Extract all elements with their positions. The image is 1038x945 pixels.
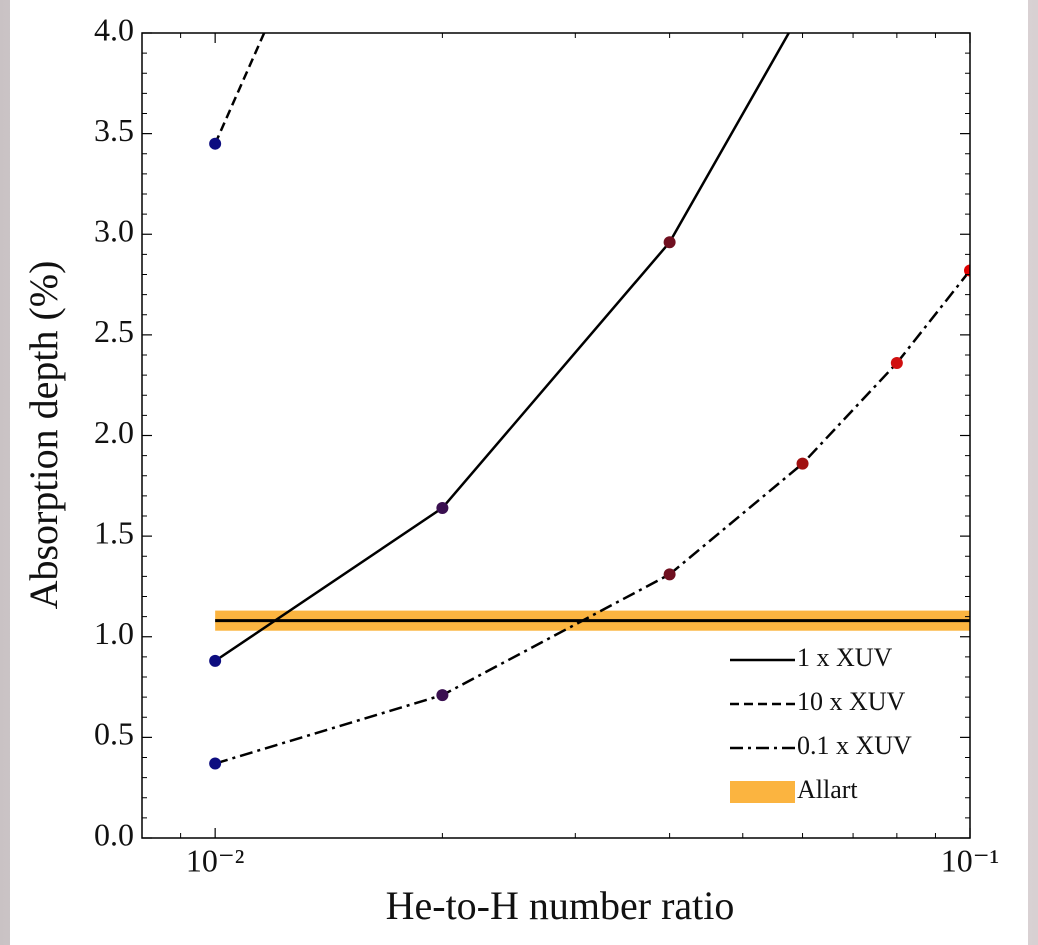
plot-area xyxy=(209,33,970,770)
legend-swatch xyxy=(730,781,795,803)
marker xyxy=(209,757,222,770)
marker xyxy=(436,689,449,702)
marker xyxy=(663,236,676,249)
marker xyxy=(796,457,809,470)
y-tick-label: 3.0 xyxy=(94,213,134,249)
y-tick-label: 4.0 xyxy=(94,11,134,47)
y-tick-label: 3.5 xyxy=(94,112,134,148)
marker xyxy=(964,264,970,277)
x-tick-label: 10⁻¹ xyxy=(941,842,999,878)
marker xyxy=(209,137,222,150)
legend-label: 1 x XUV xyxy=(797,643,893,672)
y-tick-label: 1.5 xyxy=(94,514,134,550)
y-tick-label: 1.0 xyxy=(94,615,134,651)
legend-label: 10 x XUV xyxy=(797,687,906,716)
marker xyxy=(890,357,903,370)
y-tick-label: 2.0 xyxy=(94,414,134,450)
legend-label: 0.1 x XUV xyxy=(797,731,912,760)
y-tick-label: 0.0 xyxy=(94,816,134,852)
x-axis-label: He-to-H number ratio xyxy=(386,883,735,928)
series-line xyxy=(214,33,791,662)
legend-label: Allart xyxy=(797,775,858,804)
marker xyxy=(436,501,449,514)
panel xyxy=(10,0,1028,945)
marker xyxy=(209,654,222,667)
x-tick-label: 10⁻² xyxy=(186,842,244,878)
marker xyxy=(663,568,676,581)
y-axis-label: Absorption depth (%) xyxy=(21,261,66,610)
y-tick-label: 0.5 xyxy=(94,716,134,752)
series-line xyxy=(214,269,970,765)
y-tick-label: 2.5 xyxy=(94,313,134,349)
